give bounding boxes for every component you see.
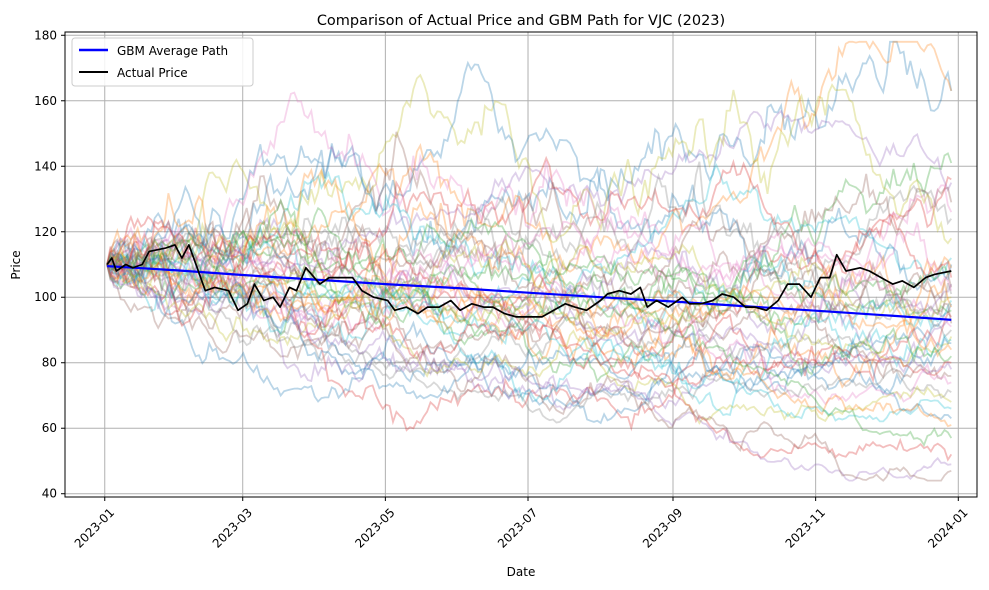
y-tick-label-7: 180 <box>34 28 57 42</box>
simulated-path-43 <box>106 240 953 462</box>
simulated-path-12 <box>106 242 952 328</box>
simulated-path-41 <box>106 261 952 428</box>
y-tick-label-1: 60 <box>42 421 57 435</box>
series-lines <box>106 244 952 321</box>
plot-frame <box>64 31 978 498</box>
simulated-path-15 <box>106 231 953 362</box>
simulated-path-6 <box>106 184 953 336</box>
y-tick-label-4: 120 <box>34 225 57 239</box>
simulated-path-10 <box>106 60 953 292</box>
y-tick-label-3: 100 <box>34 290 57 304</box>
simulated-path-20 <box>106 241 953 408</box>
simulated-path-36 <box>106 231 952 406</box>
simulated-path-22 <box>106 206 952 316</box>
simulated-path-17 <box>107 161 953 321</box>
simulated-path-21 <box>106 227 953 389</box>
simulated-path-9 <box>106 163 952 337</box>
simulated-path-13 <box>106 155 953 316</box>
simulated-path-32 <box>106 197 952 377</box>
y-axis-title: Price <box>9 250 23 279</box>
y-tick-label-0: 40 <box>42 487 57 501</box>
legend: GBM Average Path Actual Price <box>71 37 254 87</box>
simulated-path-27 <box>106 251 952 380</box>
simulated-path-11 <box>106 167 953 379</box>
simulated-path-24 <box>106 252 952 411</box>
simulated-path-7 <box>106 184 953 332</box>
simulated-path-40 <box>106 254 952 421</box>
series-line-0 <box>107 265 952 321</box>
simulated-path-19 <box>106 170 953 332</box>
simulated-path-1 <box>106 40 953 277</box>
simulated-path-18 <box>106 217 952 324</box>
simulated-path-38 <box>106 244 952 425</box>
legend-label-actual-price: Actual Price <box>117 66 188 80</box>
simulated-path-44 <box>106 244 952 482</box>
y-tick-label-5: 140 <box>34 159 57 173</box>
simulated-path-5 <box>106 173 953 310</box>
simulated-path-4 <box>106 109 953 274</box>
legend-label-gbm-average: GBM Average Path <box>117 44 228 58</box>
simulated-path-45 <box>106 207 952 482</box>
simulated-path-31 <box>106 239 953 358</box>
simulated-path-28 <box>106 249 953 367</box>
simulated-path-42 <box>106 235 953 447</box>
simulated-path-23 <box>106 219 952 432</box>
simulated-path-35 <box>106 238 952 380</box>
series-line-1 <box>106 244 952 318</box>
grid <box>65 32 977 497</box>
simulated-path-0 <box>106 40 953 280</box>
y-axis-ticks: 40 60 80 100 120 140 160 180 <box>34 28 65 501</box>
simulated-path-37 <box>106 262 952 424</box>
simulated-path-3 <box>106 175 952 360</box>
simulated-paths <box>106 40 953 482</box>
simulated-path-39 <box>106 240 952 423</box>
y-tick-label-6: 160 <box>34 94 57 108</box>
simulated-path-16 <box>107 91 953 318</box>
simulated-path-30 <box>106 223 952 425</box>
simulated-path-8 <box>106 73 953 287</box>
y-tick-label-2: 80 <box>42 356 57 370</box>
legend-box <box>71 37 254 87</box>
simulated-path-25 <box>106 131 953 328</box>
simulated-path-2 <box>107 152 953 384</box>
chart-title: Comparison of Actual Price and GBM Path … <box>317 13 725 29</box>
simulated-path-14 <box>106 238 953 336</box>
x-axis-title: Date <box>507 565 536 579</box>
simulated-path-29 <box>106 247 952 417</box>
simulated-path-26 <box>106 205 952 328</box>
